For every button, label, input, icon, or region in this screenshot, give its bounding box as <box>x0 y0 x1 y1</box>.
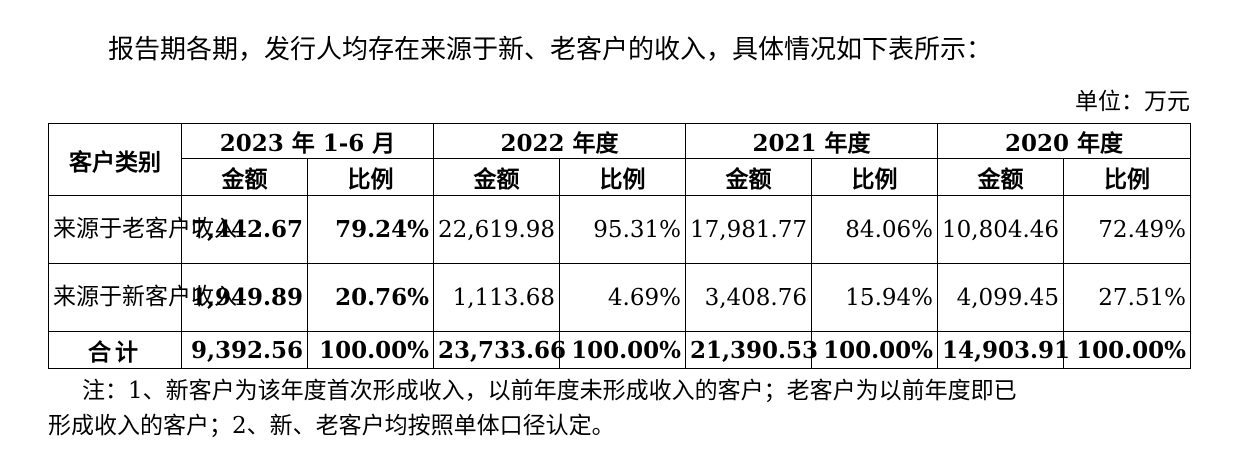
table-row-old-customers: 来源于老客户收入 7,442.67 79.24% 22,619.98 95.31… <box>48 195 1191 264</box>
table-row-new-customers: 来源于新客户收入 1,949.89 20.76% 1,113.68 4.69% … <box>48 263 1191 332</box>
header-row-measures: 金额 比例 金额 比例 金额 比例 金额 比例 <box>49 158 1191 196</box>
ratio-cell: 4.69% <box>559 263 686 332</box>
header-row-periods: 客户类别 2023 年 1-6 月 2022 年度 2021 年度 2020 年… <box>48 123 1191 196</box>
footnote-line: 形成收入的客户；2、新、老客户均按照单体口径认定。 <box>48 413 615 439</box>
amount-cell: 3,408.76 <box>685 263 812 332</box>
row-category: 来源于老客户收入 <box>48 195 237 264</box>
footnote: 注：1、新客户为该年度首次形成收入，以前年度未形成收入的客户；老客户为以前年度即… <box>48 374 1198 444</box>
footnote-line: 注：1、新客户为该年度首次形成收入，以前年度未形成收入的客户；老客户为以前年度即… <box>82 378 1017 404</box>
period-header: 2021 年度 <box>685 123 938 159</box>
ratio-cell: 95.31% <box>559 195 686 264</box>
amount-header: 金额 <box>937 158 1064 196</box>
category-header: 客户类别 <box>48 123 182 196</box>
table-row-total: 合计 9,392.56 100.00% 23,733.66 100.00% 21… <box>48 331 1191 369</box>
amount-cell: 10,804.46 <box>937 195 1064 264</box>
ratio-cell: 100.00% <box>811 331 938 369</box>
row-category: 来源于新客户收入 <box>48 263 237 332</box>
ratio-cell: 20.76% <box>307 263 434 332</box>
amount-cell: 4,099.45 <box>937 263 1064 332</box>
ratio-cell: 15.94% <box>811 263 938 332</box>
ratio-header: 比例 <box>1063 158 1191 196</box>
row-category: 合计 <box>48 331 182 369</box>
amount-cell: 21,390.53 <box>685 331 818 369</box>
intro-paragraph: 报告期各期，发行人均存在来源于新、老客户的收入，具体情况如下表所示： <box>108 35 993 65</box>
ratio-cell: 72.49% <box>1063 195 1191 264</box>
customer-revenue-table: 客户类别 2023 年 1-6 月 2022 年度 2021 年度 2020 年… <box>48 123 1191 369</box>
amount-cell: 1,949.89 <box>181 263 308 332</box>
ratio-cell: 100.00% <box>559 331 686 369</box>
ratio-header: 比例 <box>559 158 686 196</box>
ratio-cell: 79.24% <box>307 195 434 264</box>
ratio-cell: 84.06% <box>811 195 938 264</box>
amount-cell: 7,442.67 <box>181 195 308 264</box>
ratio-header: 比例 <box>811 158 938 196</box>
ratio-header: 比例 <box>307 158 434 196</box>
ratio-cell: 100.00% <box>1063 331 1191 369</box>
amount-cell: 14,903.91 <box>937 331 1070 369</box>
amount-cell: 17,981.77 <box>685 195 812 264</box>
amount-header: 金额 <box>433 158 560 196</box>
ratio-cell: 27.51% <box>1063 263 1191 332</box>
period-header: 2020 年度 <box>937 123 1191 159</box>
amount-cell: 22,619.98 <box>433 195 560 264</box>
ratio-cell: 100.00% <box>307 331 434 369</box>
period-header: 2023 年 1-6 月 <box>181 123 434 159</box>
amount-header: 金额 <box>181 158 308 196</box>
amount-header: 金额 <box>685 158 812 196</box>
amount-cell: 1,113.68 <box>433 263 560 332</box>
amount-cell: 23,733.66 <box>433 331 566 369</box>
period-header: 2022 年度 <box>433 123 686 159</box>
unit-label: 单位：万元 <box>1075 89 1190 115</box>
amount-cell: 9,392.56 <box>181 331 308 369</box>
